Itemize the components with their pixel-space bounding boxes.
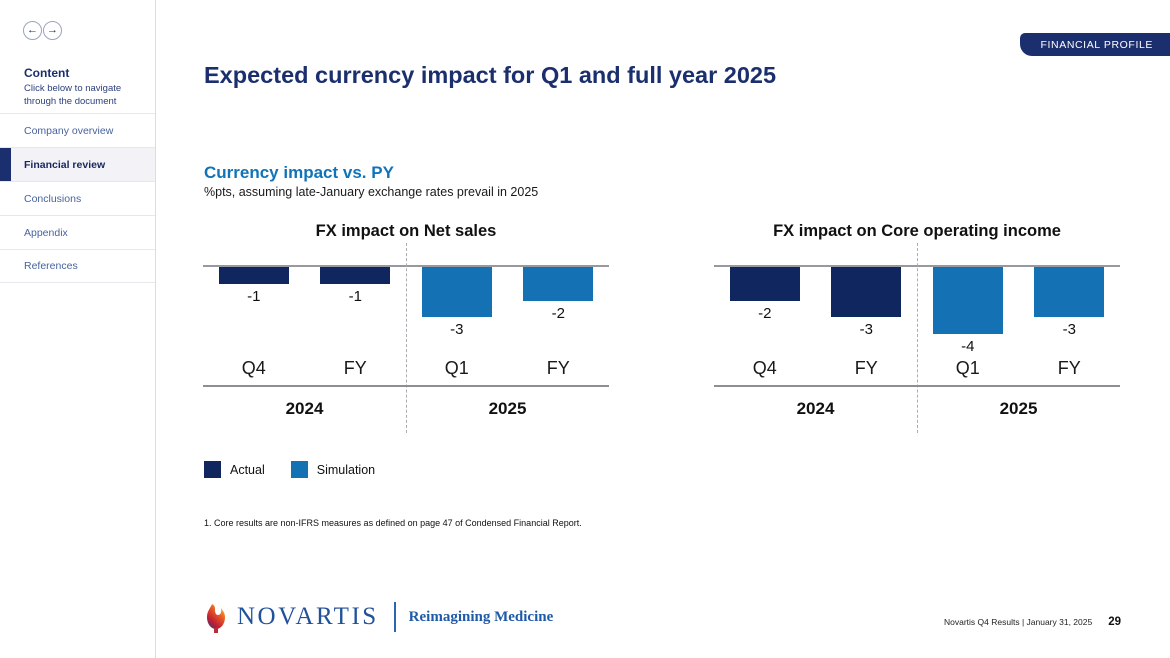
bar-slot-q4-0: -2 <box>714 267 816 322</box>
year-axis: 2024 2025 <box>203 399 609 419</box>
chart-legend: Actual Simulation <box>204 461 375 478</box>
bar-q4-actual <box>729 267 800 301</box>
category-axis: Q4 FY Q1 FY <box>714 358 1120 379</box>
bar-value-label: -3 <box>859 321 873 339</box>
bar-slot-fy-1: -1 <box>305 267 407 305</box>
section-subheading: %pts, assuming late-January exchange rat… <box>204 185 539 199</box>
category-label-q4-0: Q4 <box>241 358 266 378</box>
bar-fy-simulation <box>523 267 594 301</box>
sidebar-item-label: Conclusions <box>24 192 82 205</box>
sidebar: ← → Content Click below to navigate thro… <box>0 0 156 658</box>
category-label-q1-2: Q1 <box>955 358 980 378</box>
category-label-fy-1: FY <box>854 358 878 378</box>
chart-title: FX impact on Net sales <box>315 222 497 240</box>
bar-value-label: -4 <box>961 338 975 356</box>
bar-q1-simulation <box>421 267 492 318</box>
bar-value-label: -1 <box>348 287 362 305</box>
sidebar-item-financial-review[interactable]: Financial review <box>0 147 155 181</box>
page-number: 29 <box>1108 616 1121 628</box>
sidebar-item-references[interactable]: References <box>0 249 155 283</box>
footnote: 1. Core results are non-IFRS measures as… <box>204 518 582 528</box>
chart-axis-line <box>203 385 609 387</box>
bar-value-label: -3 <box>450 321 464 339</box>
back-arrow-icon: ← <box>27 24 38 36</box>
category-axis: Q4 FY Q1 FY <box>203 358 609 379</box>
sidebar-item-appendix[interactable]: Appendix <box>0 215 155 249</box>
bar-q4-actual <box>218 267 289 284</box>
sidebar-item-label: Appendix <box>24 226 68 239</box>
sidebar-nav: Company overview Financial review Conclusi… <box>0 113 155 283</box>
sidebar-subheading: Click below to navigate through the docu… <box>24 83 122 108</box>
chart-net-sales: FX impact on Net sales -1 -1 -3 -2 Q4 FY Q1 FY… <box>203 222 609 437</box>
forward-button[interactable]: → <box>43 21 62 40</box>
financial-profile-badge: FINANCIAL PROFILE <box>1019 33 1170 56</box>
chart-title: FX impact on Core operating income <box>773 222 1061 240</box>
section-heading: Currency impact vs. PY <box>204 163 394 182</box>
category-label-q4-0: Q4 <box>752 358 777 378</box>
legend-swatch-simulation <box>290 461 308 478</box>
footer-brand: NOVARTIS Reimagining Medicine <box>203 601 553 633</box>
category-label-fy-3: FY <box>546 358 570 378</box>
bar-fy-simulation <box>1034 267 1105 318</box>
category-label-q1-2: Q1 <box>444 358 469 378</box>
year-label-2025: 2025 <box>999 399 1038 418</box>
novartis-wordmark: NOVARTIS <box>237 603 379 630</box>
year-label-2025: 2025 <box>488 399 527 418</box>
sidebar-item-label: Company overview <box>24 124 114 137</box>
year-divider-line <box>406 243 407 433</box>
year-divider-line <box>917 243 918 433</box>
bar-value-label: -3 <box>1062 321 1076 339</box>
sidebar-item-label: Financial review <box>24 158 106 171</box>
bar-slot-q1-2: -4 <box>917 267 1019 355</box>
footer-meta: Novartis Q4 Results | January 31, 2025 2… <box>944 616 1121 628</box>
brand-divider <box>393 602 396 632</box>
year-axis: 2024 2025 <box>714 399 1120 419</box>
back-button[interactable]: ← <box>23 21 42 40</box>
bar-q1-simulation <box>932 267 1003 335</box>
bar-value-label: -1 <box>247 287 261 305</box>
legend-label: Actual <box>230 462 265 477</box>
page-title: Expected currency impact for Q1 and full… <box>204 62 777 88</box>
sidebar-heading: Content <box>24 66 70 80</box>
sidebar-item-conclusions[interactable]: Conclusions <box>0 181 155 215</box>
forward-arrow-icon: → <box>47 24 58 36</box>
legend-item-actual: Actual <box>204 461 265 478</box>
category-label-fy-3: FY <box>1057 358 1081 378</box>
legend-item-simulation: Simulation <box>290 461 376 478</box>
bar-slot-fy-3: -2 <box>508 267 610 322</box>
bar-slot-fy-3: -3 <box>1019 267 1121 338</box>
bar-slot-fy-1: -3 <box>816 267 918 338</box>
sidebar-item-company-overview[interactable]: Company overview <box>0 113 155 147</box>
category-label-fy-1: FY <box>343 358 367 378</box>
bar-fy-actual <box>831 267 902 318</box>
bar-value-label: -2 <box>758 304 772 322</box>
legend-swatch-actual <box>204 461 221 478</box>
sidebar-item-label: References <box>24 260 78 272</box>
bar-slot-q4-0: -1 <box>203 267 305 305</box>
novartis-flame-icon <box>207 604 225 633</box>
brand-tagline: Reimagining Medicine <box>408 608 554 625</box>
chart-axis-line <box>714 385 1120 387</box>
year-label-2024: 2024 <box>796 399 835 418</box>
chart-core-operating-income: FX impact on Core operating income -2 -3 -… <box>714 222 1120 437</box>
bar-slot-q1-2: -3 <box>406 267 508 338</box>
bar-value-label: -2 <box>551 304 565 322</box>
legend-label: Simulation <box>316 462 376 477</box>
year-label-2024: 2024 <box>285 399 324 418</box>
nav-arrows: ← → <box>23 21 62 40</box>
doc-info: Novartis Q4 Results | January 31, 2025 <box>944 617 1093 627</box>
bar-fy-actual <box>320 267 391 284</box>
